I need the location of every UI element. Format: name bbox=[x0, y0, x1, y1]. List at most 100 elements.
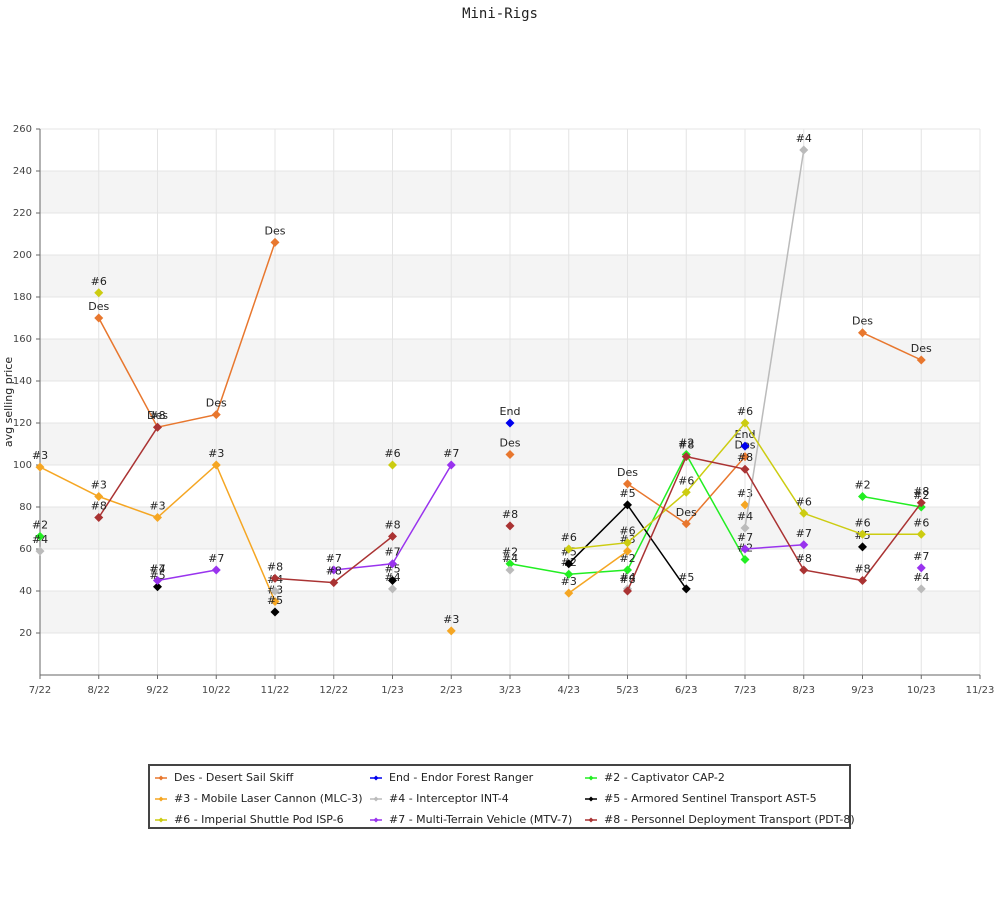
point-label: Des bbox=[911, 342, 932, 355]
x-tick-label: 3/23 bbox=[499, 685, 521, 696]
point-label: #8 bbox=[913, 485, 929, 498]
point-marker bbox=[740, 418, 750, 428]
point-label: #8 bbox=[384, 518, 400, 531]
point-label: #4 bbox=[32, 533, 48, 546]
point-label: #6 bbox=[854, 516, 870, 529]
legend-marker bbox=[373, 775, 379, 781]
point-label: #8 bbox=[91, 500, 107, 513]
point-marker bbox=[858, 542, 867, 552]
point-marker bbox=[916, 584, 926, 594]
point-label: #4 bbox=[737, 510, 753, 523]
point-marker bbox=[623, 479, 632, 489]
point-label: #4 bbox=[796, 132, 812, 145]
point-marker bbox=[564, 559, 574, 569]
y-tick-label: 120 bbox=[13, 418, 32, 429]
point-marker bbox=[505, 521, 515, 531]
point-label: #6 bbox=[384, 447, 400, 460]
legend-box bbox=[148, 764, 851, 829]
y-tick-label: 100 bbox=[13, 460, 32, 471]
point-marker bbox=[388, 460, 397, 470]
y-tick-label: 20 bbox=[19, 628, 32, 639]
series-line bbox=[98, 426, 159, 518]
point-marker bbox=[270, 237, 280, 247]
point-label: End bbox=[500, 405, 521, 418]
x-tick-label: 10/22 bbox=[202, 685, 231, 696]
point-marker bbox=[916, 563, 926, 573]
point-marker bbox=[270, 597, 280, 606]
y-tick-label: 160 bbox=[13, 334, 32, 345]
point-label: #2 bbox=[854, 479, 870, 492]
point-label: Des bbox=[206, 397, 227, 410]
point-label: #6 bbox=[678, 474, 694, 487]
x-tick-label: 4/23 bbox=[558, 685, 580, 696]
point-marker bbox=[388, 584, 397, 594]
point-marker bbox=[564, 588, 574, 598]
point-marker bbox=[505, 559, 515, 569]
point-label: #5 bbox=[267, 594, 283, 607]
x-tick-label: 1/23 bbox=[381, 685, 403, 696]
point-marker bbox=[446, 460, 456, 470]
point-marker bbox=[681, 452, 691, 462]
point-marker bbox=[270, 586, 280, 596]
point-marker bbox=[916, 529, 926, 539]
point-label: #5 bbox=[619, 487, 635, 500]
point-marker bbox=[35, 462, 45, 472]
point-marker bbox=[858, 492, 867, 501]
point-marker bbox=[446, 626, 456, 636]
point-label: #6 bbox=[737, 405, 753, 418]
y-tick-label: 80 bbox=[19, 502, 32, 513]
point-marker bbox=[916, 355, 926, 365]
point-label: #7 bbox=[913, 550, 929, 563]
point-label: #6 bbox=[619, 525, 635, 538]
point-label: #6 bbox=[91, 275, 107, 288]
point-label: #5 bbox=[149, 569, 165, 582]
point-label: #7 bbox=[737, 531, 753, 544]
point-marker bbox=[388, 531, 397, 541]
point-marker bbox=[740, 441, 750, 451]
y-tick-label: 140 bbox=[13, 376, 32, 387]
x-tick-label: 9/23 bbox=[851, 685, 873, 696]
point-marker bbox=[623, 500, 632, 510]
point-marker bbox=[211, 460, 221, 470]
series-line bbox=[157, 569, 217, 582]
point-label: #8 bbox=[502, 508, 518, 521]
legend-label: #5 - Armored Sentinel Transport AST-5 bbox=[604, 792, 817, 805]
y-tick-label: 220 bbox=[13, 208, 32, 219]
x-tick-label: 11/22 bbox=[261, 685, 290, 696]
legend-marker bbox=[373, 796, 379, 802]
x-tick-label: 12/22 bbox=[319, 685, 348, 696]
point-label: #5 bbox=[678, 571, 694, 584]
legend-label: End - Endor Forest Ranger bbox=[389, 771, 534, 784]
x-tick-label: 8/22 bbox=[88, 685, 110, 696]
point-label: #5 bbox=[384, 563, 400, 576]
y-tick-label: 180 bbox=[13, 292, 32, 303]
point-marker bbox=[388, 559, 397, 569]
point-marker bbox=[505, 565, 515, 575]
point-marker bbox=[858, 529, 867, 539]
point-marker bbox=[94, 492, 104, 501]
point-marker bbox=[505, 418, 515, 428]
point-marker bbox=[623, 565, 632, 575]
legend-label: #4 - Interceptor INT-4 bbox=[389, 792, 509, 805]
point-marker bbox=[623, 586, 632, 596]
legend-label: Des - Desert Sail Skiff bbox=[174, 771, 294, 784]
x-tick-label: 9/22 bbox=[146, 685, 168, 696]
point-marker bbox=[388, 576, 397, 585]
point-label: Des bbox=[617, 466, 638, 479]
point-label: #8 bbox=[678, 439, 694, 452]
point-marker bbox=[505, 450, 515, 459]
point-marker bbox=[740, 500, 750, 510]
point-marker bbox=[270, 573, 280, 583]
point-label: #3 bbox=[737, 487, 753, 500]
point-marker bbox=[740, 555, 750, 564]
legend-marker bbox=[158, 796, 164, 802]
point-label: #6 bbox=[913, 516, 929, 529]
legend-label: #6 - Imperial Shuttle Pod ISP-6 bbox=[174, 813, 344, 826]
point-marker bbox=[153, 422, 162, 432]
point-marker bbox=[740, 452, 750, 462]
x-tick-label: 7/22 bbox=[29, 685, 51, 696]
point-label: #7 bbox=[796, 527, 812, 540]
x-tick-label: 2/23 bbox=[440, 685, 462, 696]
